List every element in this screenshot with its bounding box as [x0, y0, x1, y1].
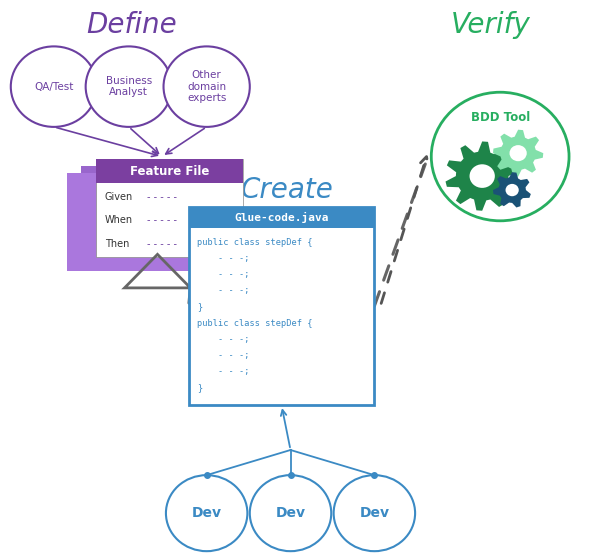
Circle shape — [334, 475, 415, 551]
Text: }: } — [197, 302, 202, 311]
Text: }: } — [197, 383, 202, 392]
FancyBboxPatch shape — [96, 159, 243, 257]
Circle shape — [164, 46, 250, 127]
Text: public class stepDef {: public class stepDef { — [197, 319, 313, 328]
FancyBboxPatch shape — [96, 159, 243, 183]
Text: Define: Define — [86, 11, 177, 39]
FancyBboxPatch shape — [189, 207, 374, 405]
Circle shape — [166, 475, 247, 551]
FancyBboxPatch shape — [67, 173, 214, 271]
Text: - - - - -: - - - - - — [147, 215, 177, 225]
Text: - - -;: - - -; — [197, 286, 250, 295]
Text: - - -;: - - -; — [197, 351, 250, 360]
Text: Dev: Dev — [192, 506, 222, 520]
Text: Feature File: Feature File — [129, 164, 209, 178]
Circle shape — [506, 184, 519, 196]
Circle shape — [431, 92, 569, 221]
Text: Then: Then — [105, 239, 129, 249]
Text: QA/Test: QA/Test — [34, 82, 74, 92]
FancyBboxPatch shape — [81, 166, 228, 264]
Circle shape — [11, 46, 97, 127]
Text: BDD Tool: BDD Tool — [471, 111, 530, 125]
Text: Create: Create — [241, 176, 334, 204]
Text: Glue-code.java: Glue-code.java — [234, 212, 329, 223]
Text: - - -;: - - -; — [197, 270, 250, 279]
Text: Verify: Verify — [451, 11, 531, 39]
Polygon shape — [493, 172, 531, 207]
Text: Other
domain
experts: Other domain experts — [187, 70, 226, 103]
Text: - - -;: - - -; — [197, 254, 250, 263]
Text: - - -;: - - -; — [197, 335, 250, 344]
Polygon shape — [493, 130, 543, 177]
Polygon shape — [446, 141, 519, 211]
Text: Business
Analyst: Business Analyst — [105, 76, 152, 97]
Text: public class stepDef {: public class stepDef { — [197, 238, 313, 247]
Circle shape — [86, 46, 172, 127]
Text: When: When — [105, 215, 133, 225]
Circle shape — [250, 475, 331, 551]
Text: - - - - -: - - - - - — [147, 192, 177, 202]
FancyBboxPatch shape — [189, 207, 374, 228]
Text: Dev: Dev — [359, 506, 389, 520]
Text: - - -;: - - -; — [197, 367, 250, 376]
Text: Dev: Dev — [276, 506, 305, 520]
Text: Given: Given — [105, 192, 133, 202]
Circle shape — [470, 164, 495, 188]
Circle shape — [510, 145, 527, 161]
Text: - - - - -: - - - - - — [147, 239, 177, 249]
